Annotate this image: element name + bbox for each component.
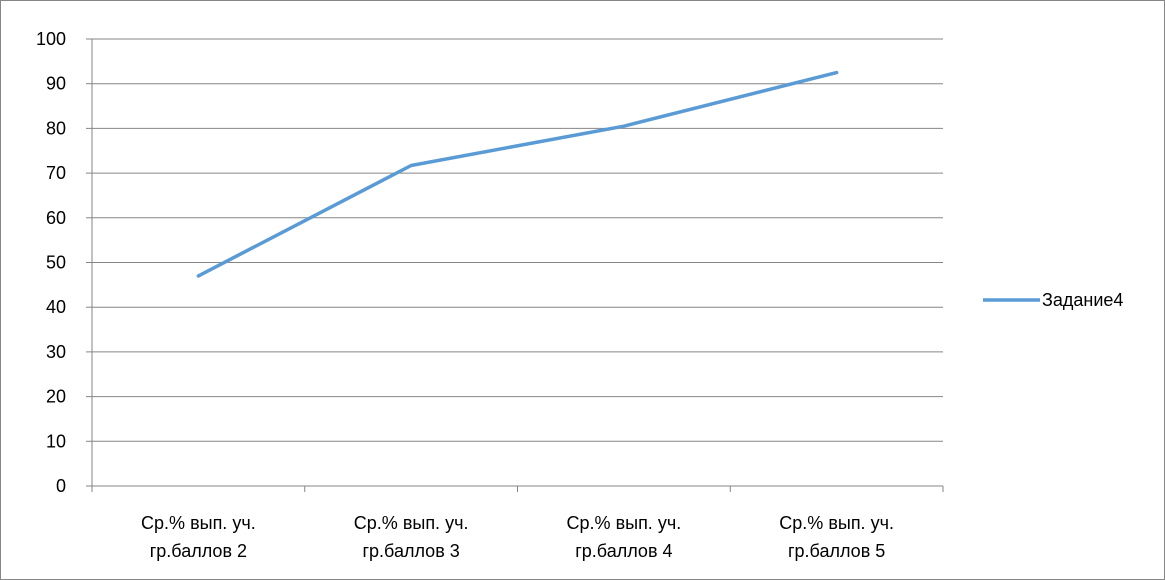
x-tick-label: Ср.% вып. уч. гр.баллов 5	[779, 513, 894, 561]
y-tick-label: 50	[46, 253, 66, 273]
legend: Задание4	[983, 290, 1123, 310]
x-axis-ticks: Ср.% вып. уч. гр.баллов 2 Ср.% вып. уч. гр.…	[91, 486, 944, 561]
y-tick-label: 30	[46, 342, 66, 362]
y-tick-label: 20	[46, 387, 66, 407]
legend-label: Задание4	[1042, 290, 1123, 310]
y-tick-label: 40	[46, 297, 66, 317]
y-axis-ticks: 0 10 20 30 40 50 60 70 80 90 100	[36, 29, 92, 496]
series-line	[196, 70, 839, 278]
x-tick-label: Ср.% вып. уч. гр.баллов 2	[141, 513, 256, 561]
series-lines	[196, 70, 839, 278]
y-tick-label: 10	[46, 431, 66, 451]
y-tick-label: 60	[46, 208, 66, 228]
y-tick-label: 80	[46, 118, 66, 138]
x-tick-label: Ср.% вып. уч. гр.баллов 3	[354, 513, 469, 561]
y-tick-label: 100	[36, 29, 66, 49]
y-tick-label: 90	[46, 74, 66, 94]
gridlines	[92, 38, 943, 442]
x-tick-label: Ср.% вып. уч. гр.баллов 4	[567, 513, 682, 561]
y-tick-label: 70	[46, 163, 66, 183]
y-tick-label: 0	[56, 476, 66, 496]
